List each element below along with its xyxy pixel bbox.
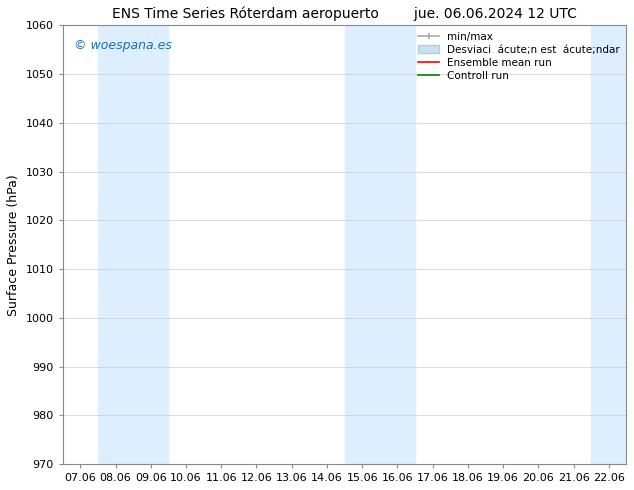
Legend: min/max, Desviaci  ácute;n est  ácute;ndar, Ensemble mean run, Controll run: min/max, Desviaci ácute;n est ácute;ndar… — [414, 27, 624, 85]
Y-axis label: Surface Pressure (hPa): Surface Pressure (hPa) — [7, 174, 20, 316]
Bar — [592, 25, 626, 464]
Bar — [344, 25, 415, 464]
Text: © woespana.es: © woespana.es — [74, 39, 172, 51]
Bar — [98, 25, 169, 464]
Title: ENS Time Series Róterdam aeropuerto        jue. 06.06.2024 12 UTC: ENS Time Series Róterdam aeropuerto jue.… — [112, 7, 577, 22]
